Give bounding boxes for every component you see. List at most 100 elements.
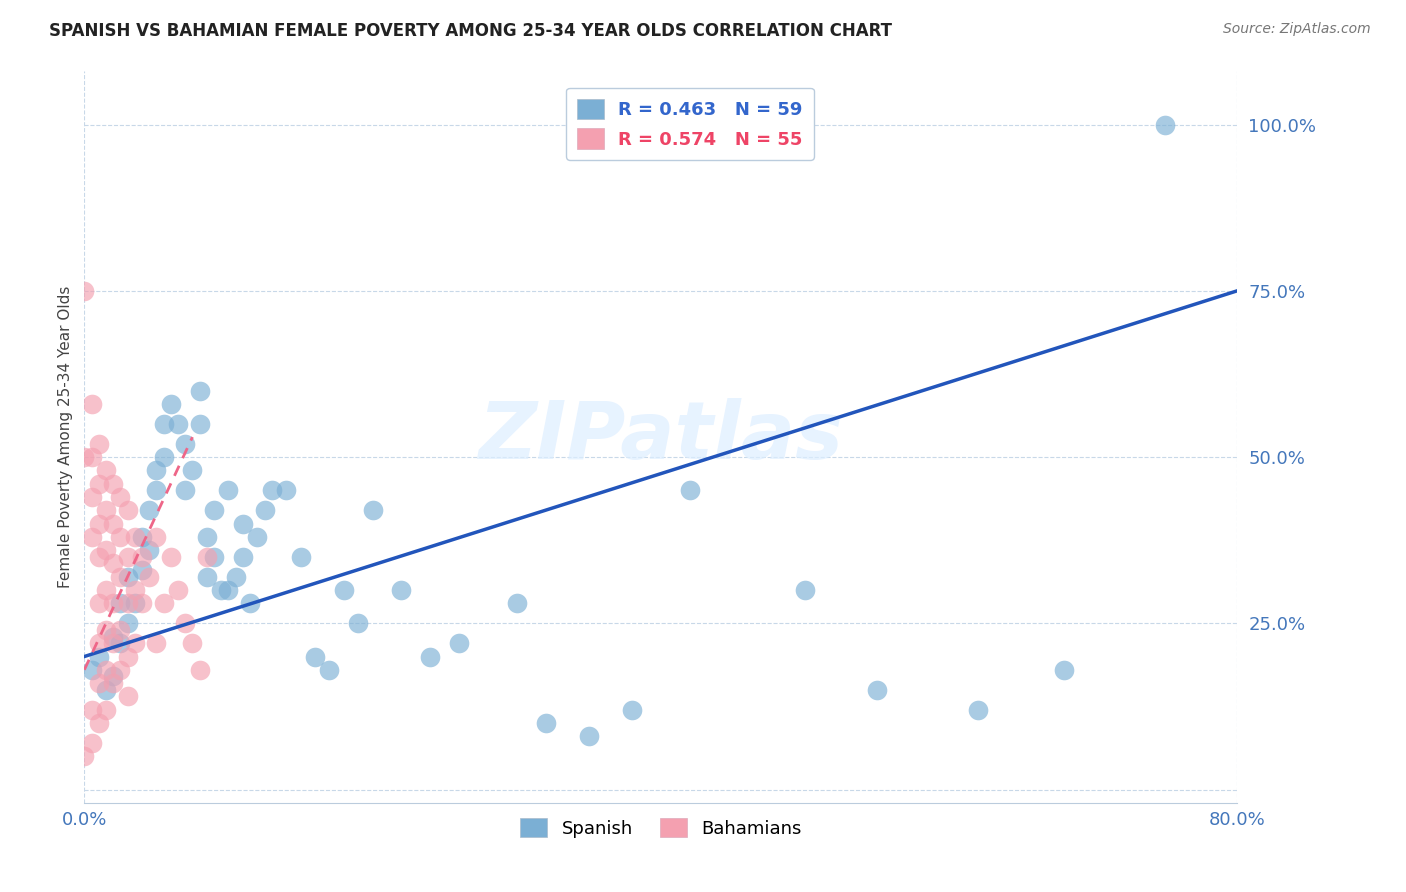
Point xyxy=(131,549,153,564)
Point xyxy=(534,716,557,731)
Point xyxy=(80,736,103,750)
Point xyxy=(80,397,103,411)
Point xyxy=(232,516,254,531)
Point xyxy=(94,543,117,558)
Point xyxy=(110,623,132,637)
Point xyxy=(152,596,174,610)
Point xyxy=(110,570,132,584)
Point xyxy=(73,450,96,464)
Point xyxy=(124,596,146,610)
Point xyxy=(103,630,124,644)
Point xyxy=(94,463,117,477)
Point xyxy=(794,582,817,597)
Point xyxy=(239,596,262,610)
Point xyxy=(87,716,110,731)
Point xyxy=(110,490,132,504)
Point xyxy=(103,636,124,650)
Point xyxy=(202,503,225,517)
Point xyxy=(1154,118,1177,132)
Point xyxy=(110,530,132,544)
Point xyxy=(195,570,218,584)
Point xyxy=(347,616,370,631)
Point xyxy=(110,663,132,677)
Point xyxy=(145,530,167,544)
Point xyxy=(117,596,139,610)
Point xyxy=(174,616,197,631)
Point xyxy=(361,503,384,517)
Point xyxy=(188,384,211,398)
Point xyxy=(103,596,124,610)
Point xyxy=(253,503,276,517)
Legend: Spanish, Bahamians: Spanish, Bahamians xyxy=(513,811,808,845)
Point xyxy=(967,703,990,717)
Point xyxy=(124,636,146,650)
Point xyxy=(94,663,117,677)
Text: ZIPatlas: ZIPatlas xyxy=(478,398,844,476)
Point xyxy=(152,450,174,464)
Point xyxy=(138,503,160,517)
Point xyxy=(188,663,211,677)
Point xyxy=(145,483,167,498)
Point xyxy=(866,682,889,697)
Point xyxy=(145,463,167,477)
Point xyxy=(174,483,197,498)
Point xyxy=(506,596,529,610)
Text: SPANISH VS BAHAMIAN FEMALE POVERTY AMONG 25-34 YEAR OLDS CORRELATION CHART: SPANISH VS BAHAMIAN FEMALE POVERTY AMONG… xyxy=(49,22,893,40)
Point xyxy=(276,483,298,498)
Point xyxy=(181,636,204,650)
Point xyxy=(117,649,139,664)
Point xyxy=(103,676,124,690)
Point xyxy=(124,582,146,597)
Point xyxy=(318,663,340,677)
Point xyxy=(419,649,441,664)
Point xyxy=(232,549,254,564)
Point xyxy=(103,476,124,491)
Point xyxy=(94,682,117,697)
Point xyxy=(87,636,110,650)
Point xyxy=(94,623,117,637)
Point xyxy=(621,703,644,717)
Point xyxy=(679,483,702,498)
Point xyxy=(87,649,110,664)
Point xyxy=(103,669,124,683)
Point xyxy=(110,636,132,650)
Point xyxy=(1053,663,1076,677)
Point xyxy=(225,570,247,584)
Point xyxy=(304,649,326,664)
Point xyxy=(195,530,218,544)
Point xyxy=(117,549,139,564)
Point xyxy=(73,749,96,764)
Point xyxy=(87,596,110,610)
Point xyxy=(87,549,110,564)
Point xyxy=(218,582,240,597)
Point xyxy=(80,530,103,544)
Point xyxy=(117,570,139,584)
Point xyxy=(152,417,174,431)
Point xyxy=(103,557,124,571)
Point xyxy=(333,582,356,597)
Point xyxy=(138,543,160,558)
Point xyxy=(167,582,190,597)
Point xyxy=(103,516,124,531)
Point xyxy=(110,596,132,610)
Point xyxy=(160,549,183,564)
Point xyxy=(80,450,103,464)
Point xyxy=(87,476,110,491)
Point xyxy=(160,397,183,411)
Point xyxy=(246,530,269,544)
Point xyxy=(87,676,110,690)
Point xyxy=(131,563,153,577)
Point xyxy=(94,503,117,517)
Point xyxy=(117,616,139,631)
Point xyxy=(290,549,312,564)
Point xyxy=(117,690,139,704)
Point xyxy=(181,463,204,477)
Point xyxy=(87,516,110,531)
Point xyxy=(167,417,190,431)
Point xyxy=(391,582,413,597)
Point xyxy=(138,570,160,584)
Point xyxy=(449,636,471,650)
Point xyxy=(145,636,167,650)
Point xyxy=(80,703,103,717)
Point xyxy=(195,549,218,564)
